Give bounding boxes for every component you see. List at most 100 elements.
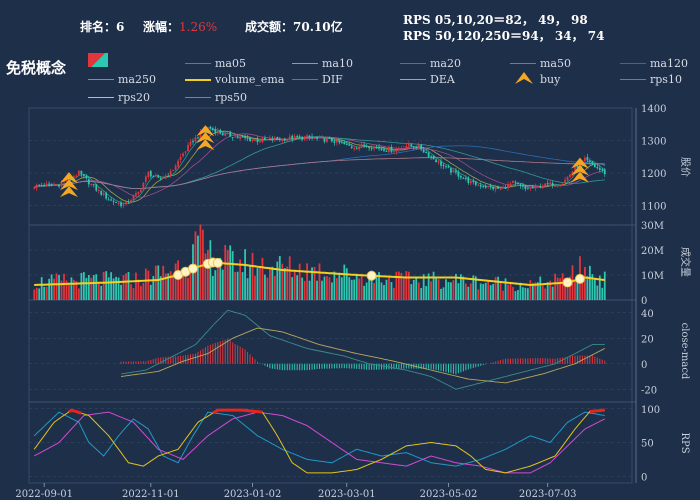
volume-bar [264, 274, 266, 300]
volume-bar [241, 272, 244, 300]
volume-bar [102, 272, 105, 300]
candle-body [40, 185, 43, 187]
volume-bar [127, 272, 130, 300]
candle-body [249, 138, 251, 141]
volume-bar [105, 271, 108, 300]
x-tick-label: 2022-09-01 [15, 489, 73, 500]
volume-bar [273, 275, 276, 300]
candle-body [380, 149, 383, 151]
volume-bar [211, 275, 214, 300]
legend-swatch [620, 79, 646, 80]
volume-tick-label: 10M [641, 271, 664, 282]
volume-bar [388, 275, 390, 300]
buy-signal-marker [196, 125, 215, 137]
candle-body [459, 176, 462, 178]
candle-body [601, 168, 604, 171]
volume-bar [405, 271, 408, 300]
volume-bar [603, 271, 606, 300]
volume-bar [561, 273, 564, 300]
candle-body [90, 184, 93, 186]
volume-bar [507, 284, 509, 300]
candle-body [293, 136, 296, 139]
volume-bar [316, 280, 318, 300]
volume-signal-marker [366, 270, 377, 281]
candle-body [405, 145, 408, 149]
volume-bar [335, 278, 338, 300]
candle-body [487, 185, 490, 187]
candle-body [95, 184, 98, 191]
volume-bar [522, 287, 524, 300]
volume-bar [348, 277, 351, 300]
x-tick-label: 2023-07-03 [519, 489, 577, 500]
candle-body [301, 136, 304, 140]
candle-body [397, 149, 400, 151]
volume-bar [459, 274, 462, 300]
legend-label: rps10 [650, 73, 682, 86]
volume-bar [204, 253, 207, 300]
candle-body [112, 200, 115, 202]
volume-signal-marker [562, 277, 573, 288]
candle-body [378, 146, 380, 149]
candle-body [373, 146, 375, 149]
candle-body [484, 186, 487, 188]
candle-body [546, 183, 549, 185]
candle-body [231, 137, 234, 139]
change-stat: 涨幅：1.26% [143, 18, 217, 35]
candle-body [586, 157, 589, 161]
candle-body [472, 181, 475, 183]
volume-bar [323, 276, 326, 300]
volume-bar [591, 274, 594, 300]
volume-bar [437, 279, 440, 300]
candle-body [442, 164, 445, 167]
candle-body [82, 174, 85, 176]
rps-high-segment [68, 408, 605, 415]
legend-label: buy [540, 73, 561, 86]
volume-bar [45, 286, 48, 300]
concept-title: 免税概念 [6, 59, 67, 77]
volume-bar [60, 280, 63, 300]
volume-bar [120, 284, 122, 300]
candle-body [311, 136, 313, 138]
volume-bar [383, 285, 385, 300]
candle-body [522, 185, 524, 187]
candle-body [462, 177, 465, 179]
candle-body [499, 188, 502, 190]
candle-body [564, 179, 566, 183]
candle-body [375, 147, 378, 149]
candle-body [539, 186, 542, 188]
volume-bar [455, 273, 457, 300]
candle-body [420, 144, 423, 150]
ma10-line [34, 130, 605, 203]
candle-body [437, 161, 440, 163]
candle-body [432, 155, 435, 160]
volume-bar [445, 279, 447, 300]
candle-body [271, 139, 274, 141]
candle-body [355, 148, 358, 150]
volume-signal-marker [187, 263, 198, 274]
candle-body [55, 184, 58, 186]
candle-body [507, 184, 509, 189]
volume-bar [189, 268, 192, 300]
volume-bar [326, 276, 328, 300]
volume-bar [363, 285, 366, 300]
price-tick-label: 1200 [641, 169, 666, 180]
volume-bar [70, 277, 73, 300]
volume-tick-label: 30M [641, 221, 664, 232]
turnover-label: 成交额： [245, 20, 294, 34]
candle-body [264, 137, 266, 140]
candle-body [189, 141, 192, 146]
legend-label: ma120 [650, 57, 688, 70]
volume-bar [469, 283, 472, 300]
candle-body [326, 138, 328, 142]
volume-bar [271, 266, 274, 300]
candle-body [236, 137, 239, 139]
legend-swatch [88, 79, 114, 80]
candle-body [184, 151, 187, 153]
buy-signal-marker [59, 179, 78, 191]
volume-bar [256, 268, 259, 300]
volume-bar [462, 276, 465, 300]
rps-tick-label: 100 [641, 405, 660, 416]
volume-bar [236, 271, 239, 300]
candle-body [544, 183, 547, 186]
volume-bar [340, 277, 343, 300]
